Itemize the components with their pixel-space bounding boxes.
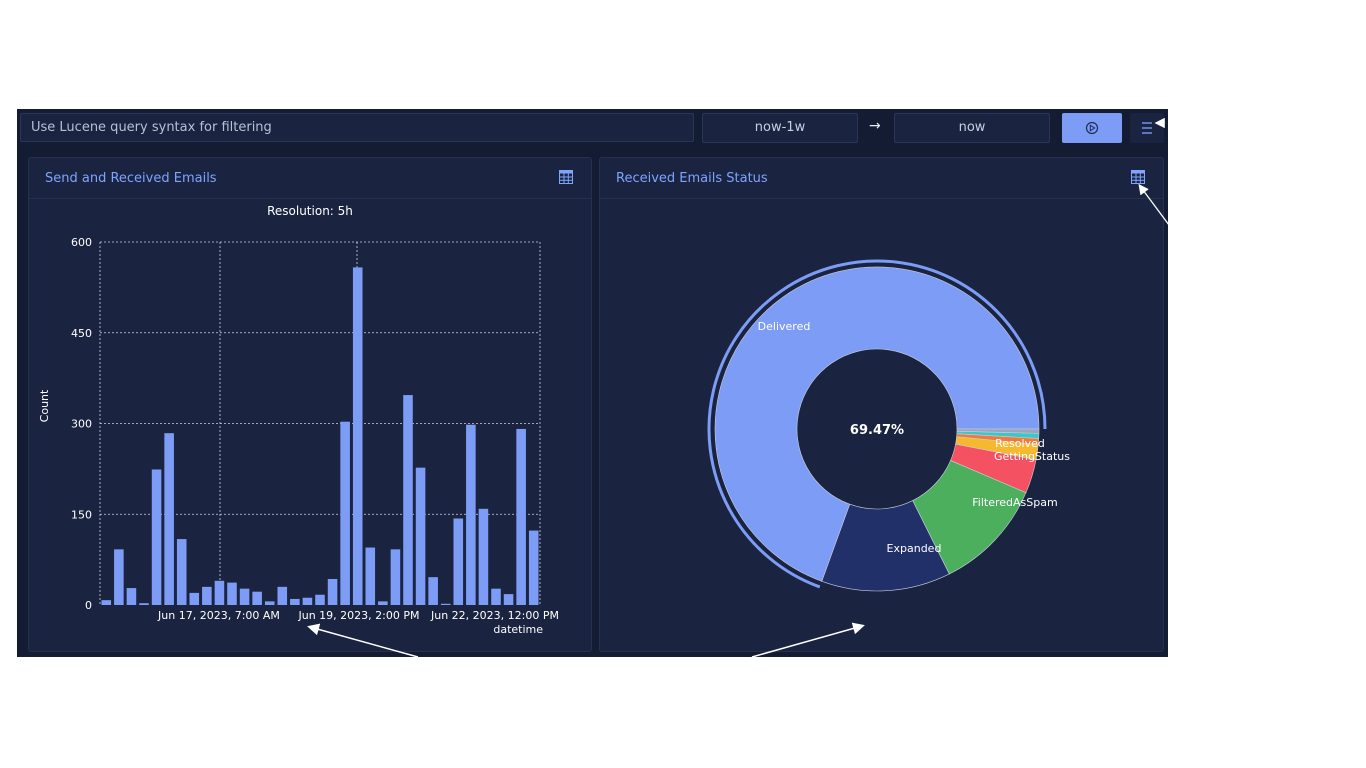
bar (378, 601, 388, 605)
x-axis-label: datetime (493, 623, 543, 636)
y-tick-label: 600 (71, 236, 92, 249)
bar (164, 433, 174, 605)
y-tick-label: 0 (85, 599, 92, 612)
bar (277, 586, 288, 605)
table-icon[interactable] (559, 170, 573, 184)
bar (415, 467, 426, 605)
x-tick-label: Jun 19, 2023, 2:00 PM (298, 609, 420, 622)
bar (453, 518, 464, 605)
panel-header-divider (29, 198, 591, 199)
bar (528, 530, 539, 605)
bar (403, 395, 413, 605)
y-tick-label: 150 (71, 508, 92, 521)
slice-label: Resolved (995, 437, 1045, 450)
panel-title: Send and Received Emails (45, 171, 217, 186)
dashboard: Use Lucene query syntax for filtering no… (17, 109, 1168, 657)
bar (491, 588, 501, 605)
bar (516, 428, 526, 605)
annotation-arrow (307, 623, 419, 658)
bar (302, 597, 313, 605)
bar (290, 598, 300, 605)
bar (126, 588, 137, 605)
annotation-arrow (1138, 183, 1170, 226)
time-from-input[interactable]: now-1w (702, 113, 858, 143)
bar (264, 601, 275, 605)
slice-label: Delivered (758, 320, 811, 333)
bar (252, 591, 262, 605)
donut-center-label: 69.47% (850, 423, 904, 438)
panel-title: Received Emails Status (616, 171, 768, 186)
x-tick-label: Jun 22, 2023, 12:00 PM (430, 609, 559, 622)
bar (327, 578, 338, 605)
bar (176, 539, 187, 605)
bar (214, 580, 225, 605)
emails-histogram-panel: Send and Received Emails Resolution: 5h 0… (28, 157, 592, 652)
selection-arc (707, 259, 1047, 589)
bar (202, 586, 212, 605)
query-toolbar: Use Lucene query syntax for filtering no… (17, 109, 1168, 147)
query-search-input[interactable]: Use Lucene query syntax for filtering (20, 113, 694, 142)
bar (478, 508, 489, 605)
bar (139, 603, 149, 605)
time-range-arrow: → (869, 118, 881, 134)
y-tick-label: 300 (71, 418, 92, 431)
annotation-arrow (751, 622, 865, 658)
email-status-panel: Received Emails Status 69.47% Delivered Ex… (599, 157, 1164, 652)
bar (365, 547, 376, 605)
bar (227, 582, 237, 605)
bar (466, 424, 476, 605)
x-tick-label: Jun 17, 2023, 7:00 AM (157, 609, 280, 622)
chart-title: Resolution: 5h (267, 204, 353, 218)
bar-chart: Resolution: 5h 0 150 300 450 600 Jun 17, 2023,… (38, 204, 559, 636)
slice-label: GettingStatus (994, 450, 1070, 463)
table-icon[interactable] (1131, 170, 1145, 184)
pie-slice (714, 266, 1040, 582)
bar (352, 267, 363, 605)
panel-header-divider (600, 198, 1163, 199)
bar (114, 549, 124, 605)
bar (315, 594, 325, 605)
play-circle-icon (1085, 121, 1099, 135)
pie-slice (956, 428, 1040, 434)
bar (101, 600, 112, 605)
slice-label: FilteredAsSpam (972, 496, 1057, 509)
bar (440, 603, 451, 605)
y-tick-label: 450 (71, 327, 92, 340)
bar (340, 421, 350, 605)
bar (428, 577, 438, 605)
run-query-button[interactable] (1062, 113, 1122, 143)
bar (390, 549, 401, 605)
slice-label: Expanded (887, 542, 942, 555)
donut-chart: 69.47% Delivered Expanded FilteredAsSpam Get… (707, 259, 1070, 592)
bar (189, 592, 200, 605)
hamburger-menu-icon (1142, 122, 1152, 134)
time-to-input[interactable]: now (894, 113, 1050, 143)
bar (151, 469, 162, 605)
bar (239, 588, 250, 605)
y-axis-label: Count (38, 389, 51, 422)
bar (503, 594, 514, 605)
